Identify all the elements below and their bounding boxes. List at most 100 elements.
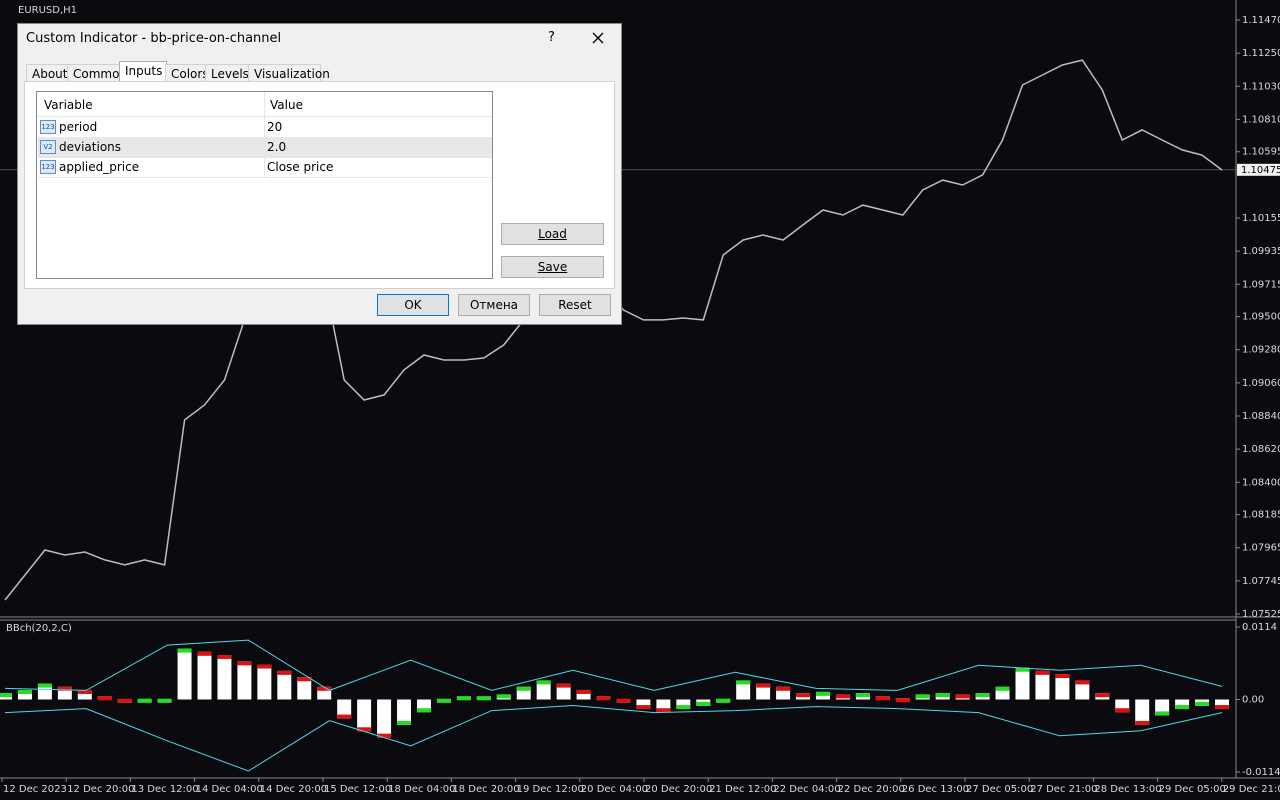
y-tick-label: 0.00 xyxy=(1242,695,1264,706)
histogram-tip xyxy=(616,698,631,703)
x-tick-label: 20 Dec 20:00 xyxy=(645,784,712,795)
tab[interactable]: Inputs xyxy=(119,61,167,83)
histogram-tip xyxy=(676,705,691,710)
histogram-tip xyxy=(0,693,12,698)
histogram-bar xyxy=(197,651,212,700)
histogram-tip xyxy=(496,694,511,699)
y-tick-label: 1.10810 xyxy=(1242,114,1280,125)
histogram-tip xyxy=(157,698,172,703)
histogram-tip xyxy=(277,670,292,675)
histogram-bar xyxy=(1035,670,1050,700)
column-header: Value xyxy=(270,98,303,112)
y-tick-label: 1.09500 xyxy=(1242,312,1280,323)
histogram-tip xyxy=(77,689,92,694)
histogram-tip xyxy=(576,689,591,694)
histogram-bar xyxy=(636,699,651,710)
side-button[interactable]: Load xyxy=(501,223,604,245)
y-tick-label: 1.07525 xyxy=(1242,609,1280,620)
histogram-tip xyxy=(935,693,950,698)
y-tick-label: 1.11030 xyxy=(1242,81,1280,92)
histogram-tip xyxy=(456,696,471,701)
histogram-tip xyxy=(716,698,731,703)
x-tick-label: 12 Dec 2023 xyxy=(3,784,67,795)
dialog-button[interactable]: Отмена xyxy=(458,294,530,316)
histogram-tip xyxy=(17,689,32,694)
table-row[interactable]: V2 deviations 2.0 xyxy=(38,137,492,158)
x-tick-label: 26 Dec 13:00 xyxy=(902,784,969,795)
histogram-tip xyxy=(1095,693,1110,698)
y-tick-label: 1.09280 xyxy=(1242,345,1280,356)
y-tick-label: 1.10155 xyxy=(1242,213,1280,224)
x-tick-label: 22 Dec 04:00 xyxy=(773,784,840,795)
dialog-button[interactable]: Reset xyxy=(539,294,611,316)
variable-value: 20 xyxy=(267,120,283,134)
x-tick-label: 21 Dec 12:00 xyxy=(709,784,776,795)
histogram-tip xyxy=(556,683,571,688)
y-tick-label: 1.11470 xyxy=(1242,15,1280,26)
x-tick-label: 18 Dec 04:00 xyxy=(388,784,455,795)
histogram-tip xyxy=(377,733,392,738)
histogram-tip xyxy=(1115,708,1130,713)
tab[interactable]: Visualization xyxy=(248,64,330,83)
histogram-tip xyxy=(257,664,272,669)
inputs-table: Variable Value 123 period 20 V2 deviations 2.… xyxy=(36,91,493,279)
dialog-button[interactable]: OK xyxy=(377,294,449,316)
histogram-tip xyxy=(895,698,910,703)
close-button[interactable] xyxy=(591,31,605,45)
histogram-tip xyxy=(137,698,152,703)
histogram-tip xyxy=(915,694,930,699)
x-tick-label: 12 Dec 20:00 xyxy=(67,784,134,795)
band-line xyxy=(4,704,1223,772)
side-button[interactable]: Save xyxy=(501,256,604,278)
histogram-tip xyxy=(97,696,112,701)
x-tick-label: 29 Dec 21:00 xyxy=(1223,784,1280,795)
histogram-tip xyxy=(57,686,72,691)
tab[interactable]: Common xyxy=(67,64,127,83)
histogram-bar xyxy=(736,680,751,700)
tab[interactable]: Colors xyxy=(165,64,209,83)
histogram-tip xyxy=(37,683,52,688)
histogram-bar xyxy=(1055,674,1070,700)
histogram-tip xyxy=(1215,705,1229,710)
histogram-bar xyxy=(297,677,312,700)
y-tick-label: 1.09715 xyxy=(1242,279,1280,290)
histogram-tip xyxy=(476,696,491,701)
histogram-tip xyxy=(317,686,332,691)
y-tick-label: 0.0114 xyxy=(1242,622,1277,633)
histogram-tip xyxy=(736,680,751,685)
dialog-title: Custom Indicator - bb-price-on-channel xyxy=(26,31,282,46)
x-tick-label: 22 Dec 20:00 xyxy=(838,784,905,795)
histogram-tip xyxy=(955,694,970,699)
tab[interactable]: About xyxy=(26,64,69,83)
x-tick-label: 14 Dec 20:00 xyxy=(260,784,327,795)
histogram-tip xyxy=(875,696,890,701)
x-tick-label: 14 Dec 04:00 xyxy=(196,784,263,795)
histogram-tip xyxy=(995,686,1010,691)
histogram-tip xyxy=(975,693,990,698)
x-tick-label: 28 Dec 13:00 xyxy=(1094,784,1161,795)
y-tick-label: -0.0114 xyxy=(1242,767,1280,778)
histogram-tip xyxy=(117,698,132,703)
x-tick-label: 20 Dec 04:00 xyxy=(581,784,648,795)
tab[interactable]: Levels xyxy=(205,64,250,83)
table-row[interactable]: 123 period 20 xyxy=(38,117,492,138)
histogram-tip xyxy=(776,686,791,691)
histogram-tip xyxy=(1155,711,1170,716)
histogram-tip xyxy=(197,651,212,656)
histogram-tip xyxy=(656,708,671,713)
histogram-tip xyxy=(217,654,232,659)
histogram-tip xyxy=(835,694,850,699)
histogram-bar xyxy=(1015,667,1030,700)
histogram-tip xyxy=(796,693,811,698)
help-button[interactable]: ? xyxy=(548,30,555,45)
histogram-tip xyxy=(237,661,252,666)
histogram-bar xyxy=(1175,699,1190,710)
histogram-bar xyxy=(337,699,352,719)
type-icon: 123 xyxy=(40,160,56,174)
table-row[interactable]: 123 applied_price Close price xyxy=(38,157,492,178)
histogram-tip xyxy=(636,705,651,710)
y-tick-label: 1.09935 xyxy=(1242,246,1280,257)
histogram-bar xyxy=(77,689,92,700)
